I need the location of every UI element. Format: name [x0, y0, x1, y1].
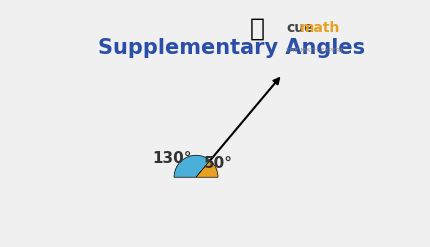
Text: Supplementary Angles: Supplementary Angles — [98, 38, 365, 58]
Text: cue: cue — [286, 21, 313, 35]
Text: 🚀: 🚀 — [249, 16, 264, 40]
Wedge shape — [196, 160, 218, 177]
Wedge shape — [174, 155, 210, 177]
Text: THE MATH EXPERT: THE MATH EXPERT — [286, 48, 343, 53]
Text: 130°: 130° — [151, 151, 191, 166]
Text: 50°: 50° — [203, 156, 232, 171]
Text: math: math — [299, 21, 339, 35]
